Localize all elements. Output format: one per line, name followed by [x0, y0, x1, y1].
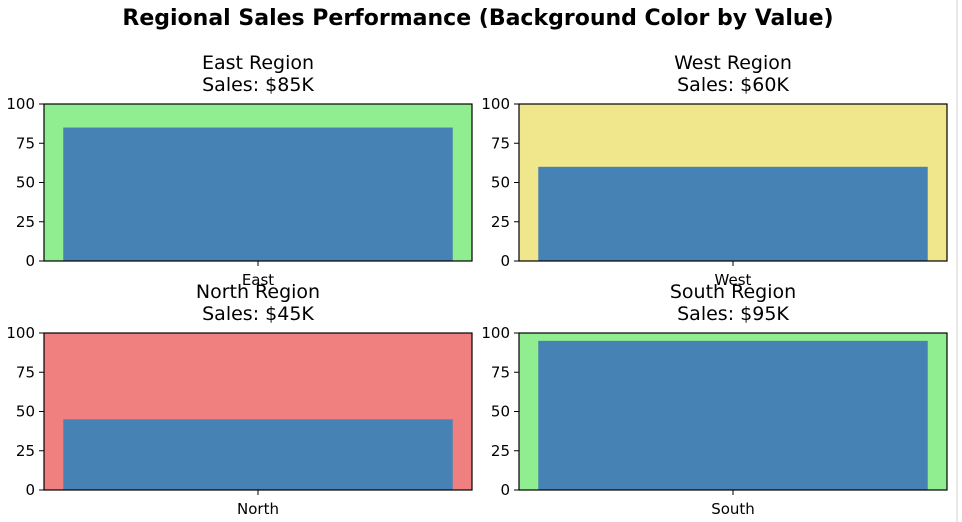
subplot-subtitle: Sales: $45K	[202, 303, 314, 325]
bar-north	[63, 419, 453, 490]
bar-south	[538, 340, 928, 490]
y-tick-label: 0	[500, 252, 510, 270]
bar-east	[63, 127, 453, 261]
subplot-subtitle: Sales: $85K	[202, 74, 314, 96]
bar-west	[538, 166, 928, 261]
y-tick-label: 50	[491, 174, 510, 192]
y-tick-label: 50	[491, 403, 510, 421]
figure-title: Regional Sales Performance (Background C…	[122, 6, 833, 31]
window-edge	[956, 0, 958, 522]
y-tick-label: 100	[6, 95, 35, 113]
y-tick-label: 75	[491, 134, 510, 152]
y-tick-label: 0	[500, 481, 510, 499]
y-tick-label: 100	[481, 324, 510, 342]
y-tick-label: 75	[16, 134, 35, 152]
y-tick-label: 0	[25, 252, 35, 270]
subplot-title: West Region	[674, 52, 792, 74]
subplot-subtitle: Sales: $95K	[677, 303, 789, 325]
y-tick-label: 50	[16, 174, 35, 192]
y-tick-label: 25	[16, 213, 35, 231]
subplot-title: East Region	[202, 52, 314, 74]
subplot-title: South Region	[670, 281, 796, 303]
y-tick-label: 0	[25, 481, 35, 499]
x-tick-label: East	[242, 271, 274, 289]
x-tick-label: South	[711, 500, 755, 518]
subplot-title: North Region	[196, 281, 320, 303]
x-tick-label: North	[237, 500, 279, 518]
y-tick-label: 50	[16, 403, 35, 421]
y-tick-label: 75	[491, 363, 510, 381]
y-tick-label: 75	[16, 363, 35, 381]
y-tick-label: 25	[491, 442, 510, 460]
y-tick-label: 100	[481, 95, 510, 113]
x-tick-label: West	[715, 271, 752, 289]
y-tick-label: 25	[16, 442, 35, 460]
subplot-subtitle: Sales: $60K	[677, 74, 789, 96]
y-tick-label: 100	[6, 324, 35, 342]
y-tick-label: 25	[491, 213, 510, 231]
